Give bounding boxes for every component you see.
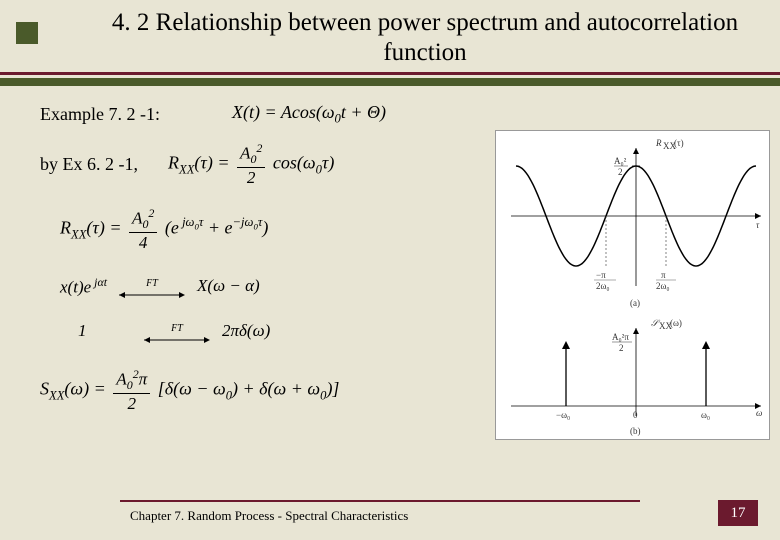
by-ex-label: by Ex 6. 2 -1, [40, 154, 138, 175]
eq-sxx: SXX(ω) = A02π2 [δ(ω − ω0) + δ(ω + ω0)] [40, 367, 339, 414]
svg-text:2: 2 [618, 167, 623, 177]
svg-text:A₀²: A₀² [614, 156, 627, 166]
svg-text:−π: −π [596, 270, 606, 280]
slide: 4. 2 Relationship between power spectrum… [0, 0, 780, 540]
figure-panel: R XX (τ) A₀² 2 π 2ω₀ [495, 130, 770, 440]
svg-text:R: R [655, 138, 662, 148]
ft-arrow-2: FT [142, 318, 212, 345]
eq-xt: X(t) = Acos(ω0t + Θ) [232, 102, 386, 127]
svg-text:τ: τ [756, 220, 760, 230]
footer-text: Chapter 7. Random Process - Spectral Cha… [130, 508, 408, 524]
figure-svg: R XX (τ) A₀² 2 π 2ω₀ [496, 131, 771, 441]
svg-text:(τ): (τ) [674, 138, 684, 148]
svg-text:A₀²π: A₀²π [612, 332, 629, 342]
svg-text:0: 0 [633, 410, 638, 420]
svg-text:(b): (b) [630, 426, 641, 436]
accent-bar [0, 78, 780, 86]
svg-text:−ω₀: −ω₀ [556, 410, 570, 420]
footer-rule [120, 500, 640, 502]
svg-text:(ω): (ω) [670, 318, 682, 328]
svg-text:2ω₀: 2ω₀ [656, 281, 670, 291]
svg-text:2ω₀: 2ω₀ [596, 281, 610, 291]
title-block: 4. 2 Relationship between power spectrum… [0, 0, 780, 75]
example-line: Example 7. 2 -1: X(t) = Acos(ω0t + Θ) [40, 102, 760, 127]
svg-text:(a): (a) [630, 298, 640, 308]
ft-rhs-1: X(ω − α) [197, 276, 260, 296]
slide-title: 4. 2 Relationship between power spectrum… [110, 8, 740, 68]
eq-rxx1: RXX(τ) = A022 cos(ω0τ) [168, 141, 334, 188]
ft-lhs-2: 1 [78, 321, 132, 341]
decor-square [16, 22, 38, 44]
ft-arrow-1: FT [117, 273, 187, 300]
svg-text:2: 2 [619, 343, 624, 353]
eq-rxx2: RXX(τ) = A024 (e jω0τ + e−jω0τ) [60, 206, 268, 253]
example-label: Example 7. 2 -1: [40, 104, 160, 125]
ft-lhs-1: x(t)e jαt [60, 275, 107, 298]
svg-text:ω: ω [756, 408, 762, 418]
ft-rhs-2: 2πδ(ω) [222, 321, 270, 341]
svg-text:π: π [661, 270, 666, 280]
svg-text:ω₀: ω₀ [701, 410, 710, 420]
page-number: 17 [718, 500, 758, 526]
